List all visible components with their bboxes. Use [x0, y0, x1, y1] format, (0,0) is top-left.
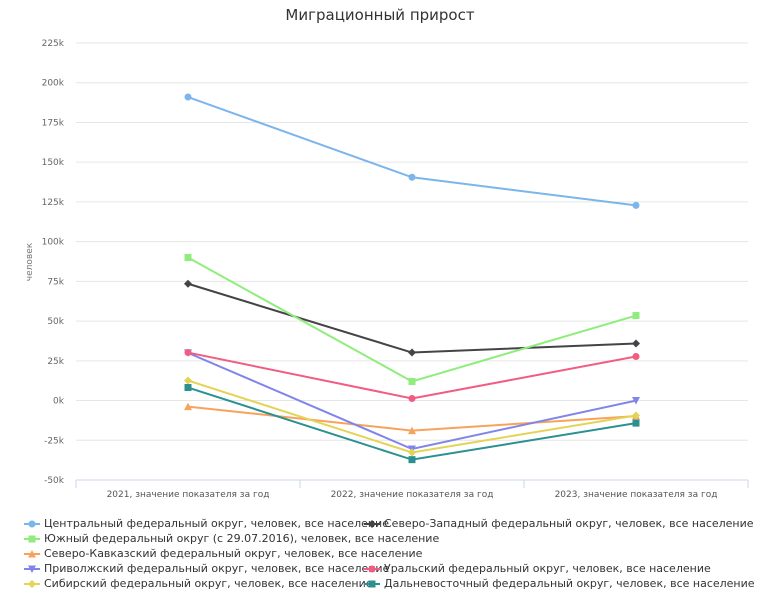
- series-1: [184, 279, 640, 357]
- legend-marker-icon[interactable]: [28, 520, 36, 527]
- series-line: [187, 256, 637, 383]
- legend-symbol-icon: [24, 579, 40, 588]
- y-tick-label: 125k: [42, 198, 65, 208]
- x-tick-label: 2022, значение показателя за год: [331, 490, 494, 500]
- data-point[interactable]: [408, 448, 416, 457]
- legend-marker-icon[interactable]: [368, 580, 376, 587]
- data-point[interactable]: [408, 456, 416, 464]
- x-axis: 2021, значение показателя за год 2022, зн…: [75, 479, 749, 500]
- x-tick-label: 2023, значение показателя за год: [555, 490, 718, 500]
- y-tick-label: 200k: [42, 79, 65, 89]
- x-tick-label: 2021, значение показателя за год: [107, 490, 270, 500]
- series-3: [184, 402, 640, 435]
- data-point[interactable]: [408, 377, 416, 385]
- series-6: [184, 376, 640, 457]
- legend-symbol-icon: [364, 519, 380, 528]
- legend-marker-icon[interactable]: [28, 535, 36, 542]
- legend-symbol-icon: [24, 520, 40, 527]
- data-point[interactable]: [184, 254, 192, 262]
- chart-title: Миграционный прирост: [285, 6, 475, 24]
- legend-item[interactable]: Центральный федеральный округ, человек, …: [24, 517, 389, 530]
- data-point[interactable]: [184, 93, 192, 101]
- data-point[interactable]: [184, 402, 192, 411]
- legend-marker-icon[interactable]: [368, 519, 376, 528]
- y-tick-label: 225k: [42, 39, 65, 49]
- y-axis-ticks: 225k 200k 175k 150k 125k 100k 75k 50k 25k 0k -25k -…: [42, 39, 65, 486]
- data-point[interactable]: [632, 353, 640, 361]
- data-point[interactable]: [632, 397, 640, 405]
- y-tick-label: -25k: [44, 436, 65, 446]
- legend-item[interactable]: Сибирский федеральный округ, человек, вс…: [24, 577, 373, 590]
- legend-label: Центральный федеральный округ, человек, …: [44, 517, 389, 530]
- data-point[interactable]: [632, 201, 640, 209]
- legend-symbol-icon: [364, 565, 380, 572]
- series-line: [187, 379, 637, 454]
- legend-label: Сибирский федеральный округ, человек, вс…: [44, 577, 373, 590]
- legend-marker-icon[interactable]: [28, 549, 36, 558]
- legend-row: Приволжский федеральный округ, человек, …: [24, 562, 754, 577]
- legend-label: Уральский федеральный округ, человек, вс…: [384, 562, 711, 575]
- legend-item[interactable]: Северо-Западный федеральный округ, челов…: [364, 517, 754, 530]
- legend-label: Северо-Западный федеральный округ, челов…: [384, 517, 754, 530]
- data-point[interactable]: [184, 376, 192, 385]
- series-0: [184, 93, 640, 209]
- legend-label: Дальневосточный федеральный округ, челов…: [384, 577, 755, 590]
- y-tick-label: 175k: [42, 118, 65, 128]
- data-point[interactable]: [408, 173, 416, 181]
- legend-marker-icon[interactable]: [368, 565, 376, 572]
- legend-item[interactable]: Северо-Кавказский федеральный округ, чел…: [24, 547, 422, 560]
- chart-plot: 225k 200k 175k 150k 125k 100k 75k 50k 25k 0k -25k -…: [25, 39, 749, 500]
- legend-row: Центральный федеральный округ, человек, …: [24, 517, 754, 532]
- series-5: [184, 349, 640, 402]
- y-tick-label: -50k: [44, 476, 65, 486]
- data-point[interactable]: [184, 349, 192, 357]
- legend-item[interactable]: Дальневосточный федеральный округ, челов…: [364, 577, 755, 590]
- data-point[interactable]: [184, 384, 192, 392]
- legend-item[interactable]: Приволжский федеральный округ, человек, …: [24, 562, 389, 575]
- y-tick-label: 0k: [53, 397, 65, 407]
- data-point[interactable]: [632, 312, 640, 320]
- legend: Центральный федеральный округ, человек, …: [24, 517, 755, 592]
- legend-row: Северо-Кавказский федеральный округ, чел…: [24, 547, 754, 562]
- legend-label: Приволжский федеральный округ, человек, …: [44, 562, 390, 575]
- legend-marker-icon[interactable]: [28, 579, 36, 588]
- legend-row: Южный федеральный округ (с 29.07.2016), …: [24, 532, 754, 547]
- legend-symbol-icon: [24, 565, 40, 573]
- data-point[interactable]: [184, 279, 192, 288]
- series-lines: [184, 93, 640, 464]
- legend-symbol-icon: [24, 535, 40, 542]
- legend-item[interactable]: Уральский федеральный округ, человек, вс…: [364, 562, 711, 575]
- legend-item[interactable]: Южный федеральный округ (с 29.07.2016), …: [24, 532, 439, 545]
- y-tick-label: 100k: [42, 238, 65, 248]
- y-tick-label: 75k: [47, 277, 64, 287]
- data-point[interactable]: [632, 411, 640, 420]
- y-tick-label: 150k: [42, 158, 65, 168]
- legend-marker-icon[interactable]: [28, 565, 36, 573]
- y-tick-label: 50k: [47, 317, 64, 327]
- series-2: [184, 254, 640, 385]
- data-point[interactable]: [632, 339, 640, 348]
- legend-symbol-icon: [24, 549, 40, 558]
- y-axis-label: человек: [25, 242, 35, 281]
- y-tick-label: 25k: [47, 357, 64, 367]
- data-point[interactable]: [408, 426, 416, 435]
- series-7: [184, 384, 640, 464]
- data-point[interactable]: [408, 394, 416, 402]
- legend-label: Южный федеральный округ (с 29.07.2016), …: [44, 532, 440, 545]
- series-line: [187, 96, 637, 207]
- legend-symbol-icon: [364, 580, 380, 587]
- data-point[interactable]: [632, 419, 640, 427]
- data-point[interactable]: [408, 348, 416, 357]
- legend-row: Сибирский федеральный округ, человек, вс…: [24, 577, 755, 592]
- legend-label: Северо-Кавказский федеральный округ, чел…: [44, 547, 423, 560]
- series-line: [187, 351, 637, 400]
